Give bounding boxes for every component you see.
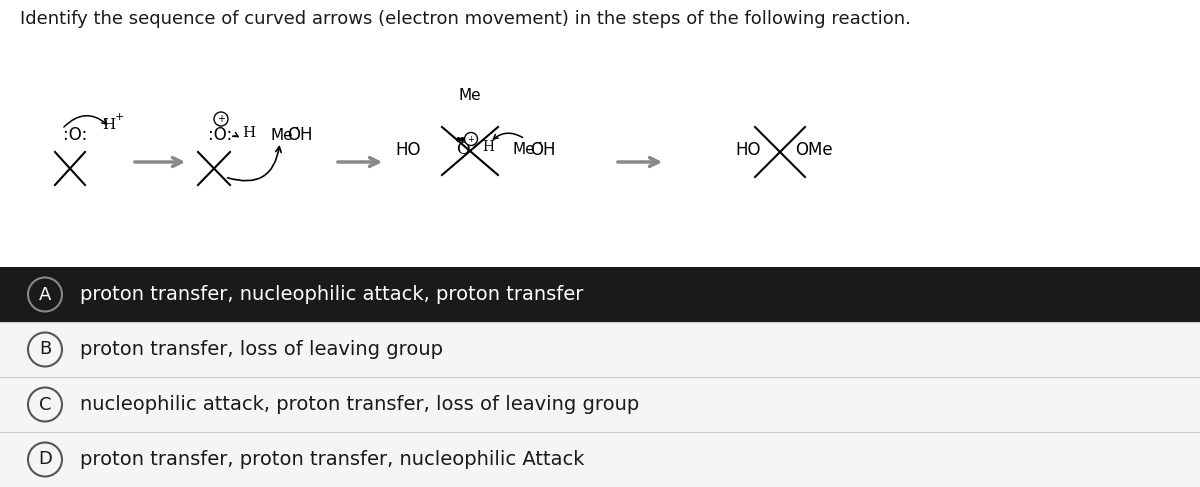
Text: Me: Me — [270, 128, 293, 143]
FancyArrowPatch shape — [493, 133, 523, 139]
Text: Identify the sequence of curved arrows (electron movement) in the steps of the f: Identify the sequence of curved arrows (… — [20, 10, 911, 28]
Circle shape — [464, 132, 478, 146]
Text: proton transfer, loss of leaving group: proton transfer, loss of leaving group — [80, 340, 443, 359]
Circle shape — [28, 388, 62, 422]
Text: Me: Me — [512, 143, 535, 157]
FancyArrowPatch shape — [233, 132, 239, 136]
Text: H: H — [242, 126, 256, 140]
FancyBboxPatch shape — [0, 267, 1200, 322]
FancyArrowPatch shape — [64, 116, 107, 127]
Text: HO: HO — [734, 141, 761, 159]
Circle shape — [28, 278, 62, 312]
FancyBboxPatch shape — [0, 0, 1200, 267]
Text: Me: Me — [458, 88, 481, 102]
FancyArrowPatch shape — [228, 147, 281, 181]
Text: B: B — [38, 340, 52, 358]
Text: ÖH: ÖH — [530, 141, 556, 159]
Text: +: + — [115, 112, 125, 122]
Text: ÖH: ÖH — [287, 126, 312, 144]
FancyBboxPatch shape — [0, 432, 1200, 487]
FancyBboxPatch shape — [0, 377, 1200, 432]
Text: OMe: OMe — [796, 141, 833, 159]
Text: H: H — [482, 140, 494, 154]
Text: nucleophilic attack, proton transfer, loss of leaving group: nucleophilic attack, proton transfer, lo… — [80, 395, 640, 414]
Text: +: + — [217, 114, 226, 124]
Circle shape — [28, 333, 62, 367]
Text: HO: HO — [395, 141, 420, 159]
Text: :O:: :O: — [208, 126, 232, 144]
Circle shape — [28, 443, 62, 476]
Text: +: + — [468, 134, 474, 144]
Text: O: O — [456, 142, 469, 158]
Text: A: A — [38, 285, 52, 303]
Circle shape — [214, 112, 228, 126]
Text: proton transfer, proton transfer, nucleophilic Attack: proton transfer, proton transfer, nucleo… — [80, 450, 584, 469]
Text: D: D — [38, 450, 52, 468]
Text: :O:: :O: — [62, 126, 88, 144]
FancyBboxPatch shape — [0, 322, 1200, 377]
Text: proton transfer, nucleophilic attack, proton transfer: proton transfer, nucleophilic attack, pr… — [80, 285, 583, 304]
Text: C: C — [38, 395, 52, 413]
Text: H: H — [102, 118, 115, 132]
